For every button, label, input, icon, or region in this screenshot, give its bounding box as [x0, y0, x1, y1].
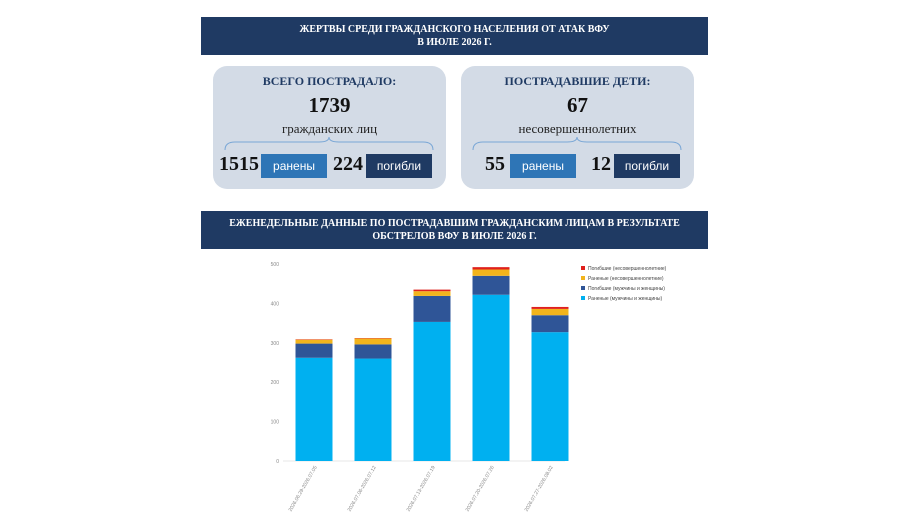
bar-segment: [531, 308, 569, 316]
section-title-line2: ОБСТРЕЛОВ ВФУ В ИЮЛЕ 2026 Г.: [372, 231, 537, 242]
total-card-title: ВСЕГО ПОСТРАДАЛО:: [262, 74, 397, 88]
section-title-line1: ЕЖЕНЕДЕЛЬНЫЕ ДАННЫЕ ПО ПОСТРАДАВШИМ ГРАЖ…: [229, 218, 680, 229]
x-tick-label: 2026.06.29-2026.07.05: [288, 465, 319, 513]
bar-segment: [531, 306, 569, 309]
children-card-title: ПОСТРАДАВШИЕ ДЕТИ:: [504, 74, 651, 88]
legend-swatch: [581, 286, 585, 290]
children-casualties-card: ПОСТРАДАВШИЕ ДЕТИ: 67 несовершеннолетних…: [461, 66, 694, 189]
total-wounded-badge: ранены: [261, 154, 327, 178]
header-banner: ЖЕРТВЫ СРЕДИ ГРАЖДАНСКОГО НАСЕЛЕНИЯ ОТ А…: [201, 17, 708, 55]
brace-icon: [472, 136, 682, 151]
children-wounded-badge: ранены: [510, 154, 576, 178]
brace-icon: [224, 136, 434, 151]
bar-segment: [472, 267, 510, 270]
legend-swatch: [581, 266, 585, 270]
total-killed-badge: погибли: [366, 154, 432, 178]
legend-label: Погибшие (мужчины и женщины): [588, 286, 665, 292]
bar-segment: [354, 358, 392, 461]
children-card-label: несовершеннолетних: [518, 121, 637, 136]
x-tick-label: 2026.07.06-2026.07.12: [347, 465, 378, 513]
bar-segment: [413, 321, 451, 461]
bar-segment: [295, 339, 333, 344]
x-tick-label: 2026.07.13-2026.07.19: [406, 465, 437, 513]
total-card-number: 1739: [308, 93, 351, 117]
total-card-label: гражданских лиц: [281, 121, 378, 136]
bar-segment: [354, 344, 392, 359]
bar-segment: [413, 295, 451, 322]
children-wounded-number: 55: [485, 153, 505, 175]
bar-segment: [413, 291, 451, 296]
bar-segment: [413, 289, 451, 292]
x-tick-label: 2026.07.20-2026.07.26: [465, 465, 496, 513]
legend-label: Погибшие (несовершеннолетние): [588, 266, 667, 272]
y-tick-label: 100: [271, 420, 280, 426]
bar-segment: [472, 275, 510, 295]
children-card-number: 67: [567, 93, 588, 117]
legend-swatch: [581, 276, 585, 280]
y-tick-label: 200: [271, 380, 280, 386]
children-killed-badge: погибли: [614, 154, 680, 178]
section-banner: ЕЖЕНЕДЕЛЬНЫЕ ДАННЫЕ ПО ПОСТРАДАВШИМ ГРАЖ…: [201, 211, 708, 249]
bar-segment: [531, 332, 569, 461]
y-tick-label: 300: [271, 341, 280, 347]
total-casualties-card: ВСЕГО ПОСТРАДАЛО: 1739 гражданских лиц 1…: [213, 66, 446, 189]
bar-segment: [531, 315, 569, 333]
children-killed-number: 12: [591, 153, 611, 175]
y-tick-label: 400: [271, 301, 280, 307]
bar-segment: [472, 269, 510, 276]
bar-segment: [295, 343, 333, 358]
y-tick-label: 500: [271, 262, 280, 268]
legend-swatch: [581, 296, 585, 300]
header-title-line2: В ИЮЛЕ 2026 Г.: [417, 37, 492, 48]
bar-segment: [295, 357, 333, 461]
header-title-line1: ЖЕРТВЫ СРЕДИ ГРАЖДАНСКОГО НАСЕЛЕНИЯ ОТ А…: [299, 24, 610, 35]
bar-segment: [354, 338, 392, 345]
legend-label: Раненые (мужчины и женщины): [588, 296, 662, 302]
y-tick-label: 0: [276, 459, 279, 465]
total-wounded-number: 1515: [219, 153, 259, 175]
x-tick-label: 2026.07.27-2026.08.02: [524, 465, 555, 513]
legend-label: Раненые (несовершеннолетние): [588, 276, 664, 282]
bar-segment: [472, 294, 510, 461]
total-killed-number: 224: [333, 153, 363, 175]
